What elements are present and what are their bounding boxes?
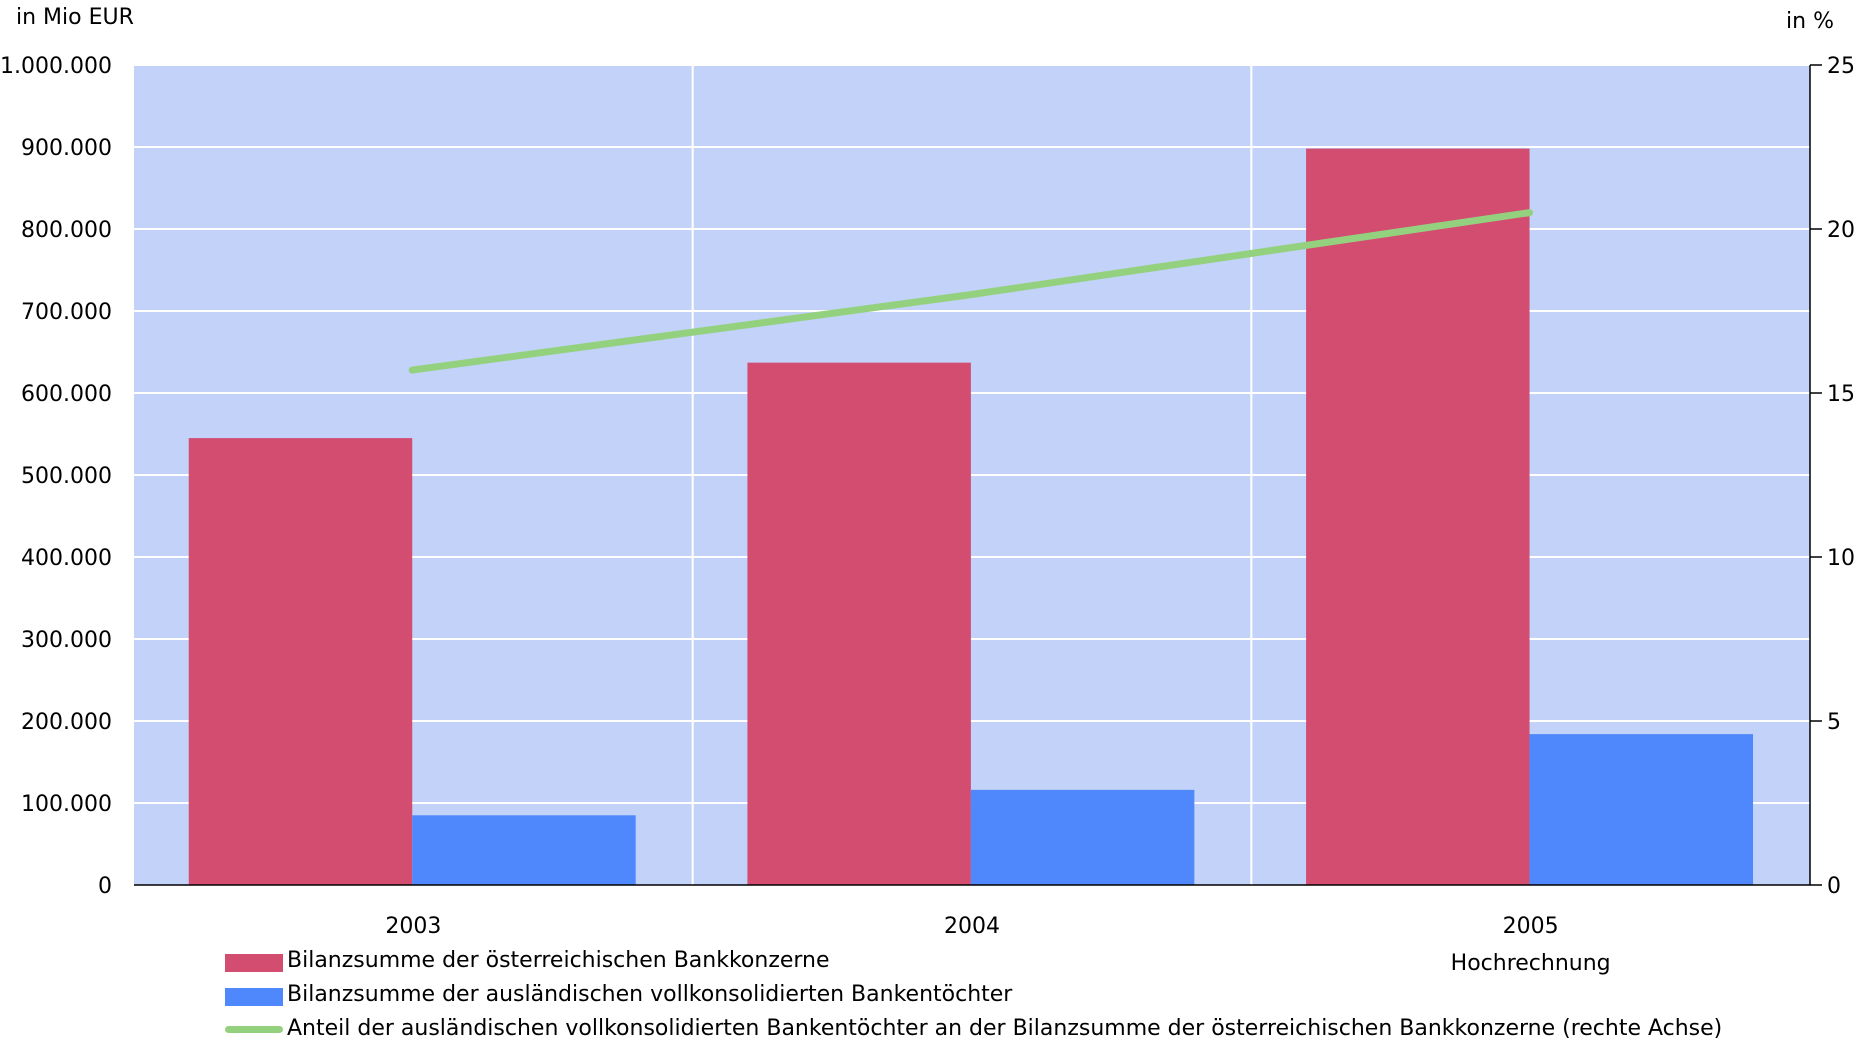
right-tick-label: 10	[1827, 546, 1855, 571]
bar-austrian-groups	[1306, 148, 1530, 885]
left-tick-label: 400.000	[21, 546, 112, 571]
x-tick-label: 2003	[385, 914, 441, 939]
left-tick-label: 100.000	[21, 792, 112, 817]
legend-label-foreign-subsidiaries: Bilanzsumme der ausländischen vollkonsol…	[287, 982, 1013, 1007]
right-tick-label: 0	[1827, 874, 1841, 899]
left-tick-label: 0	[98, 874, 112, 899]
x-axis-labels: 2003 2004 2005 Hochrechnung	[385, 914, 1610, 976]
left-tick-label: 500.000	[21, 464, 112, 489]
left-tick-label: 900.000	[21, 136, 112, 161]
x-tick-label: 2005	[1503, 914, 1559, 939]
left-axis-ticks: 0 100.000 200.000 300.000 400.000 500.000 600.…	[0, 54, 112, 899]
left-tick-label: 300.000	[21, 628, 112, 653]
left-tick-label: 200.000	[21, 710, 112, 735]
legend-line-share	[225, 1026, 283, 1033]
axes	[134, 65, 1811, 886]
left-axis-unit-label: in Mio EUR	[16, 5, 134, 30]
bar-austrian-groups	[747, 362, 971, 885]
bar-foreign-subsidiaries	[412, 815, 636, 885]
bar-austrian-groups	[188, 438, 413, 885]
left-tick-label: 800.000	[21, 218, 112, 243]
share-line-path	[408, 209, 1534, 374]
x-tick-label: 2004	[944, 914, 1000, 939]
right-tick-label: 20	[1827, 218, 1855, 243]
legend-swatch-austrian-groups	[225, 954, 283, 972]
right-tick-label: 5	[1827, 710, 1841, 735]
right-axis-unit-label: in %	[1786, 9, 1834, 34]
left-tick-label: 1.000.000	[0, 54, 112, 79]
legend-label-austrian-groups: Bilanzsumme der österreichischen Bankkon…	[287, 948, 830, 973]
right-tick-label: 25	[1827, 54, 1855, 79]
grid-lines	[134, 64, 1810, 885]
legend-label-share: Anteil der ausländischen vollkonsolidier…	[287, 1016, 1723, 1041]
x-tick-sublabel: Hochrechnung	[1451, 951, 1611, 976]
bar-foreign-subsidiaries	[970, 789, 1195, 885]
legend-swatch-foreign-subsidiaries	[225, 988, 283, 1006]
right-tick-label: 15	[1827, 382, 1855, 407]
bar-foreign-subsidiaries	[1529, 734, 1754, 885]
left-tick-label: 600.000	[21, 382, 112, 407]
left-tick-label: 700.000	[21, 300, 112, 325]
bars	[188, 148, 1754, 885]
right-axis-ticks: 0 5 10 15 20 25	[1810, 54, 1855, 899]
share-line	[408, 209, 1534, 374]
